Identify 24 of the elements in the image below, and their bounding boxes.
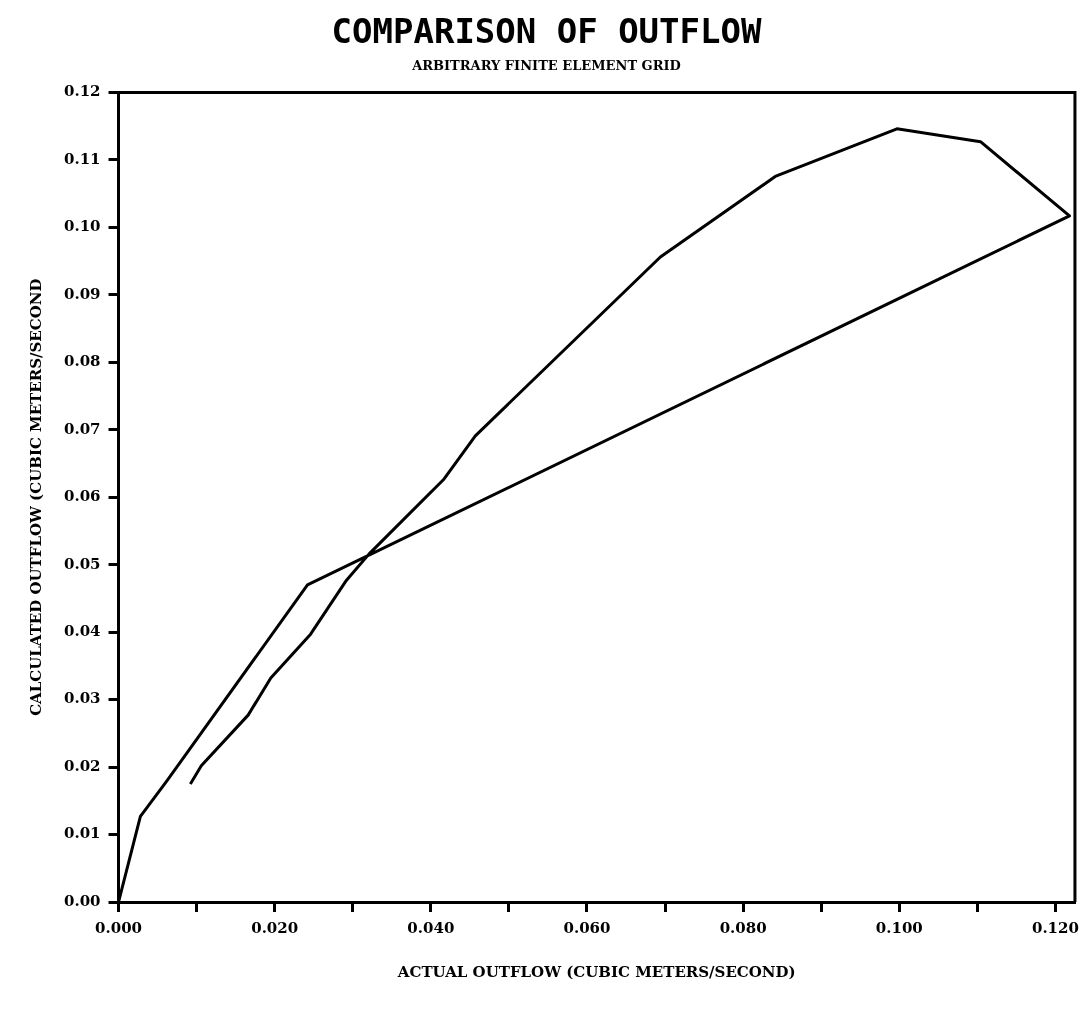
y-tick-label: 0.03 [63,689,101,708]
x-axis-title: ACTUAL OUTFLOW (CUBIC METERS/SECOND) [396,962,796,981]
chart-subtitle: ARBITRARY FINITE ELEMENT GRID [411,57,681,73]
y-tick-label: 0.11 [63,149,101,168]
y-tick-label: 0.10 [63,217,101,236]
x-tick-label: 0.120 [1031,918,1079,937]
y-axis-title: CALCULATED OUTFLOW (CUBIC METERS/SECOND [26,278,45,716]
y-tick-label: 0.09 [63,284,101,303]
y-tick-label: 0.12 [63,82,101,101]
y-tick-label: 0.07 [63,419,101,438]
x-tick-label: 0.040 [407,918,455,937]
y-tick-label: 0.02 [63,756,101,775]
y-tick-label: 0.05 [63,554,101,573]
x-tick-label: 0.020 [251,918,299,937]
x-tick-label: 0.060 [563,918,611,937]
y-tick-label: 0.06 [63,487,101,506]
x-tick-label: 0.100 [875,918,923,937]
x-tick-label: 0.080 [719,918,767,937]
y-tick-label: 0.04 [63,622,101,641]
y-tick-label: 0.00 [63,891,101,910]
x-tick-label: 0.000 [95,918,143,937]
chart-title: COMPARISON OF OUTFLOW [331,11,762,52]
y-tick-label: 0.01 [63,824,101,843]
y-tick-label: 0.08 [63,352,101,371]
